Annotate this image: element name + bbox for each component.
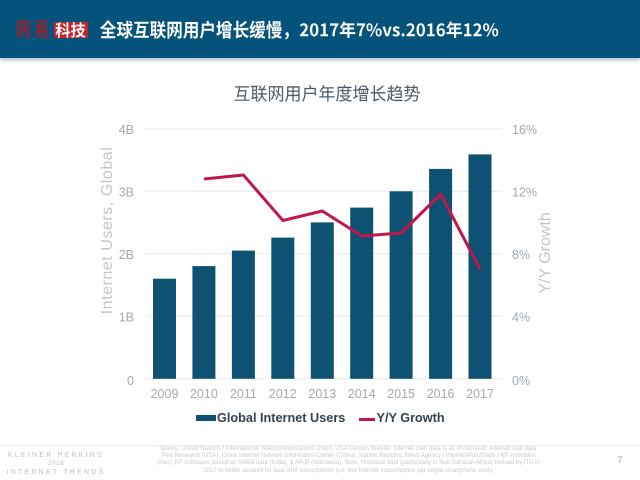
svg-text:2009: 2009: [151, 387, 179, 401]
svg-text:2016: 2016: [427, 387, 455, 401]
svg-text:4B: 4B: [119, 123, 134, 137]
svg-text:16%: 16%: [512, 123, 537, 137]
svg-text:2012: 2012: [269, 387, 297, 401]
svg-text:Y/Y Growth: Y/Y Growth: [537, 212, 554, 294]
svg-text:2010: 2010: [190, 387, 218, 401]
svg-text:2B: 2B: [119, 248, 134, 262]
svg-text:2015: 2015: [387, 387, 415, 401]
svg-text:Internet Users, Global: Internet Users, Global: [99, 147, 116, 315]
svg-text:2013: 2013: [308, 387, 336, 401]
svg-text:2017: 2017: [466, 387, 494, 401]
svg-text:1B: 1B: [119, 310, 134, 324]
svg-text:4%: 4%: [512, 310, 530, 324]
svg-text:2014: 2014: [348, 387, 376, 401]
svg-text:2011: 2011: [230, 387, 257, 401]
svg-text:3B: 3B: [119, 185, 134, 199]
svg-text:8%: 8%: [512, 248, 530, 262]
svg-text:12%: 12%: [512, 185, 537, 199]
svg-text:0: 0: [127, 374, 134, 388]
svg-text:0%: 0%: [512, 374, 530, 388]
